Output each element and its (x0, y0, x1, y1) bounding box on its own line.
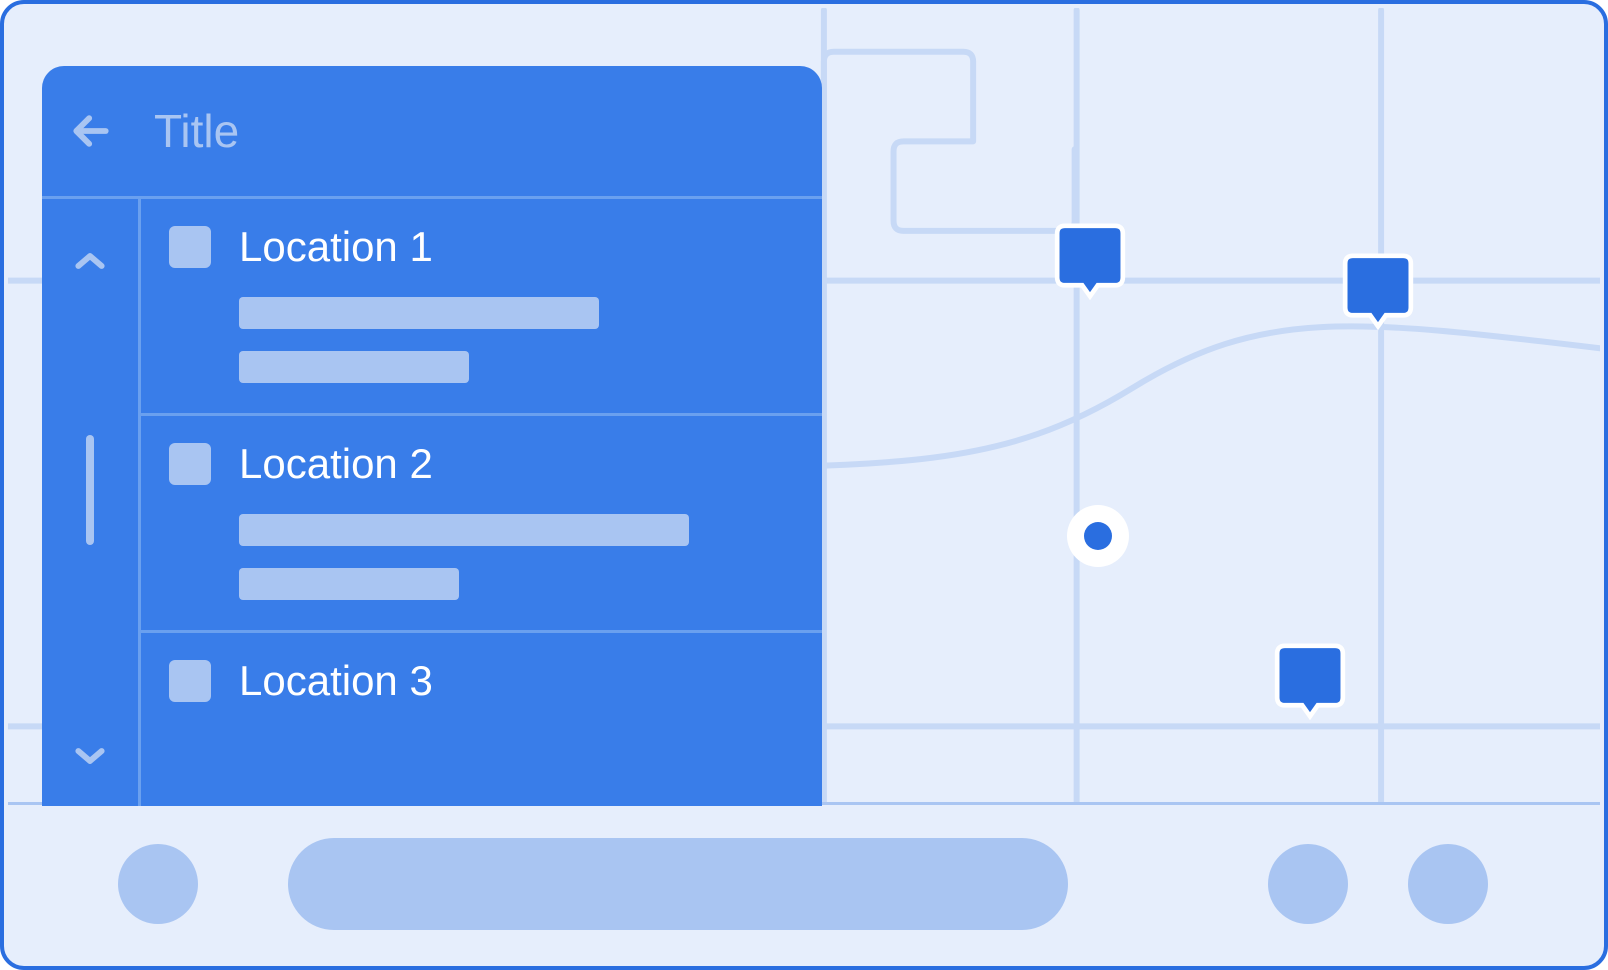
scroll-up-button[interactable] (70, 241, 110, 281)
location-checkbox[interactable] (169, 660, 211, 702)
location-item-1[interactable]: Location 1 (141, 199, 822, 416)
placeholder-line (239, 514, 689, 546)
scroll-thumb[interactable] (86, 435, 94, 545)
bottombar-button-3[interactable] (1408, 844, 1488, 924)
map-pin-2[interactable] (1335, 248, 1421, 334)
location-detail-lines (169, 297, 794, 383)
chevron-down-icon (70, 736, 110, 776)
map-pin-3[interactable] (1267, 638, 1353, 724)
scroll-track[interactable] (86, 305, 94, 708)
scroll-down-button[interactable] (70, 736, 110, 776)
location-list: Location 1 Location 2 Location 3 (138, 199, 822, 806)
placeholder-line (239, 568, 459, 600)
location-checkbox[interactable] (169, 443, 211, 485)
bottombar-button-2[interactable] (1268, 844, 1348, 924)
location-title: Location 2 (239, 440, 433, 488)
location-item-3[interactable]: Location 3 (141, 633, 822, 735)
location-checkbox[interactable] (169, 226, 211, 268)
app-frame: Title Location 1L (0, 0, 1608, 970)
chevron-up-icon (70, 241, 110, 281)
bottombar-button-1[interactable] (118, 844, 198, 924)
bottombar-search-pill[interactable] (288, 838, 1068, 930)
location-title: Location 1 (239, 223, 433, 271)
location-item-2[interactable]: Location 2 (141, 416, 822, 633)
location-detail-lines (169, 514, 794, 600)
side-panel: Title Location 1L (42, 66, 822, 806)
panel-body: Location 1 Location 2 Location 3 (42, 196, 822, 806)
arrow-left-icon (69, 109, 113, 153)
current-location-dot (1067, 505, 1129, 567)
back-button[interactable] (56, 96, 126, 166)
location-title: Location 3 (239, 657, 433, 705)
placeholder-line (239, 297, 599, 329)
panel-header: Title (42, 66, 822, 196)
bottom-bar (8, 802, 1600, 962)
map-pin-1[interactable] (1047, 218, 1133, 304)
scroll-rail (42, 199, 138, 806)
panel-title: Title (154, 104, 239, 158)
placeholder-line (239, 351, 469, 383)
